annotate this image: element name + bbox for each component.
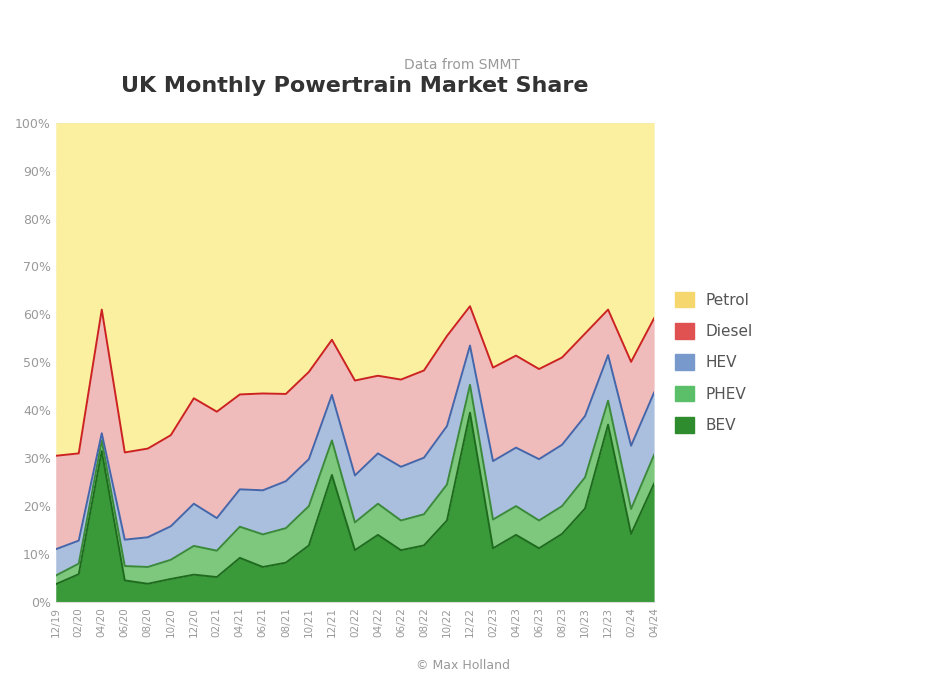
Text: © Max Holland: © Max Holland [415,659,510,672]
Text: Data from SMMT: Data from SMMT [404,58,521,72]
Title: UK Monthly Powertrain Market Share: UK Monthly Powertrain Market Share [121,76,588,96]
Legend: Petrol, Diesel, HEV, PHEV, BEV: Petrol, Diesel, HEV, PHEV, BEV [668,285,761,441]
